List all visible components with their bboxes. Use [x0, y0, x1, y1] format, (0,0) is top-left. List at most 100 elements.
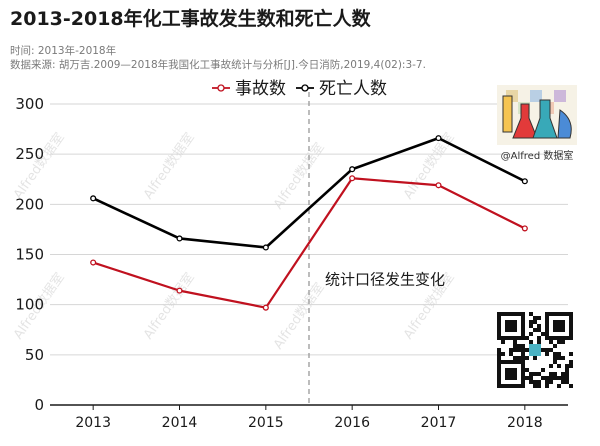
legend-swatch-marker — [217, 84, 225, 92]
data-point — [90, 259, 97, 266]
qr-finder — [505, 368, 517, 380]
qr-module — [529, 380, 533, 384]
subtitle-source: 数据来源: 胡万吉.2009—2018年我国化工事故统计与分析[J].今日消防,… — [10, 59, 426, 71]
y-tick-label: 0 — [34, 396, 44, 414]
qr-module — [561, 372, 565, 376]
watermark-text: Alfred数据室 — [140, 130, 198, 203]
qr-module — [545, 376, 549, 380]
subtitle-time: 时间: 2013年-2018年 — [10, 45, 117, 57]
qr-module — [537, 372, 541, 376]
qr-module — [525, 348, 529, 352]
data-point — [435, 182, 442, 189]
qr-module — [549, 376, 553, 380]
qr-module — [537, 328, 541, 332]
qr-module — [529, 372, 533, 376]
qr-module — [529, 324, 533, 328]
legend-label: 死亡人数 — [319, 79, 387, 99]
legend: 事故数 死亡人数 — [212, 79, 387, 99]
qr-module — [549, 340, 553, 344]
qr-module — [557, 376, 561, 380]
qr-module — [529, 340, 533, 344]
qr-module — [561, 340, 565, 344]
qr-module — [525, 376, 529, 380]
qr-module — [565, 380, 569, 384]
qr-module — [513, 340, 517, 344]
qr-module — [509, 352, 513, 356]
qr-module — [541, 368, 545, 372]
qr-module — [541, 332, 545, 336]
qr-module — [565, 372, 569, 376]
qr-module — [553, 372, 557, 376]
data-point — [521, 178, 528, 185]
qr-module — [521, 344, 525, 348]
qr-module — [561, 376, 565, 380]
qr-module — [497, 348, 501, 352]
qr-module — [557, 384, 561, 388]
qr-module — [497, 356, 501, 360]
series-line — [92, 136, 526, 249]
annotation-label: 统计口径发生变化 — [325, 271, 445, 289]
qr-module — [557, 356, 561, 360]
qr-module — [565, 376, 569, 380]
qr-module — [497, 352, 501, 356]
watermark-layer: Alfred数据室 Alfred数据室 Alfred数据室 Alfred数据室Alfr… — [10, 130, 458, 353]
x-tick-label: 2016 — [334, 415, 370, 431]
data-point — [521, 225, 528, 232]
qr-module — [513, 356, 517, 360]
qr-module — [517, 356, 521, 360]
data-point — [262, 244, 269, 251]
qr-module — [569, 384, 573, 388]
qr-module — [537, 316, 541, 320]
qr-module — [529, 332, 533, 336]
qr-module — [549, 364, 553, 368]
qr-module — [533, 356, 537, 360]
qr-module — [569, 364, 573, 368]
qr-module — [561, 356, 565, 360]
qr-module — [533, 316, 537, 320]
watermark-text: Alfred数据室 — [270, 280, 328, 353]
legend-swatch-marker — [301, 84, 309, 92]
x-tick-label: 2017 — [421, 415, 457, 431]
qr-module — [525, 356, 529, 360]
y-tick-label: 250 — [15, 145, 44, 163]
qr-module — [557, 340, 561, 344]
watermark-text: Alfred数据室 — [270, 140, 328, 213]
qr-module — [541, 348, 545, 352]
qr-module — [569, 352, 573, 356]
logo-test-tube — [502, 95, 513, 133]
data-point — [262, 304, 269, 311]
qr-module — [533, 328, 537, 332]
series-line — [92, 177, 526, 309]
qr-module — [553, 352, 557, 356]
qr-module — [565, 368, 569, 372]
qr-module — [529, 312, 533, 316]
qr-module — [537, 380, 541, 384]
qr-center-logo — [529, 344, 541, 356]
y-tick-label: 150 — [15, 246, 44, 264]
qr-module — [557, 364, 561, 368]
qr-module — [513, 344, 517, 348]
qr-module — [513, 348, 517, 352]
qr-module — [525, 336, 529, 340]
qr-finder — [505, 320, 517, 332]
qr-module — [553, 376, 557, 380]
qr-module — [533, 372, 537, 376]
chart-title: 2013-2018年化工事故发生数和死亡人数 — [10, 8, 371, 30]
qr-module — [549, 380, 553, 384]
qr-module — [533, 320, 537, 324]
data-point — [176, 235, 183, 242]
qr-module — [553, 344, 557, 348]
qr-module — [549, 372, 553, 376]
qr-module — [525, 368, 529, 372]
qr-module — [537, 324, 541, 328]
x-tick-label: 2018 — [507, 415, 543, 431]
qr-module — [509, 348, 513, 352]
qr-module — [533, 384, 537, 388]
y-axis-ticks: 0 50 100 150 200 250 300 — [15, 95, 44, 414]
logo-beaker — [557, 109, 572, 139]
qr-module — [553, 356, 557, 360]
legend-label: 事故数 — [235, 79, 286, 99]
y-tick-label: 300 — [15, 95, 44, 113]
qr-module — [545, 380, 549, 384]
